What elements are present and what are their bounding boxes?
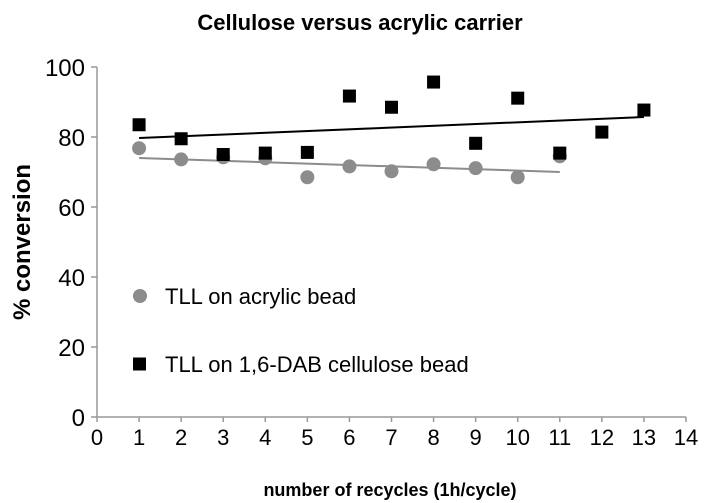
x-tick-label: 3 — [217, 425, 229, 450]
data-point-square — [637, 103, 651, 117]
y-tick-label: 20 — [58, 335, 85, 362]
legend-label: TLL on acrylic bead — [165, 284, 356, 309]
data-point-square — [469, 136, 483, 150]
data-point-circle — [174, 152, 189, 167]
legend-marker-square — [133, 357, 146, 371]
x-tick-label: 1 — [133, 425, 145, 450]
data-point-square — [216, 148, 230, 161]
data-point-circle — [132, 141, 147, 156]
legend-label: TLL on 1,6-DAB cellulose bead — [165, 352, 469, 377]
x-tick-label: 6 — [343, 425, 355, 450]
x-tick-label: 5 — [301, 425, 313, 450]
data-point-square — [174, 132, 188, 146]
legend-marker-circle — [133, 289, 147, 303]
data-point-circle — [384, 164, 399, 179]
data-point-square — [300, 145, 314, 159]
data-point-square — [427, 75, 441, 89]
x-tick-label: 12 — [590, 425, 614, 450]
data-point-square — [132, 118, 146, 132]
data-point-square — [511, 91, 525, 105]
x-tick-label: 10 — [505, 425, 529, 450]
x-tick-label: 0 — [91, 425, 103, 450]
data-point-circle — [342, 159, 357, 174]
data-point-circle — [510, 170, 525, 185]
y-tick-label: 60 — [58, 195, 85, 222]
data-point-circle — [468, 161, 483, 176]
x-tick-label: 13 — [632, 425, 656, 450]
x-tick-label: 14 — [674, 425, 698, 450]
data-point-square — [342, 89, 356, 103]
data-point-square — [258, 146, 272, 160]
trendline — [139, 116, 644, 140]
y-tick-label: 80 — [58, 125, 85, 152]
data-point-circle — [300, 170, 315, 185]
y-axis-label: % conversion — [9, 164, 36, 320]
chart-title: Cellulose versus acrylic carrier — [197, 10, 523, 35]
y-tick-label: 0 — [72, 405, 85, 432]
data-point-square — [385, 100, 398, 114]
x-tick-label: 9 — [470, 425, 482, 450]
y-tick-label: 100 — [45, 55, 85, 82]
data-point-circle — [426, 157, 441, 172]
data-point-square — [553, 146, 567, 160]
data-point-square — [595, 125, 609, 139]
x-tick-label: 11 — [548, 425, 571, 450]
x-tick-label: 4 — [259, 425, 271, 450]
x-axis-label: number of recycles (1h/cycle) — [263, 480, 516, 500]
x-tick-label: 2 — [175, 425, 187, 450]
y-tick-label: 40 — [58, 265, 85, 292]
x-tick-label: 7 — [385, 425, 397, 450]
x-tick-label: 8 — [427, 425, 439, 450]
